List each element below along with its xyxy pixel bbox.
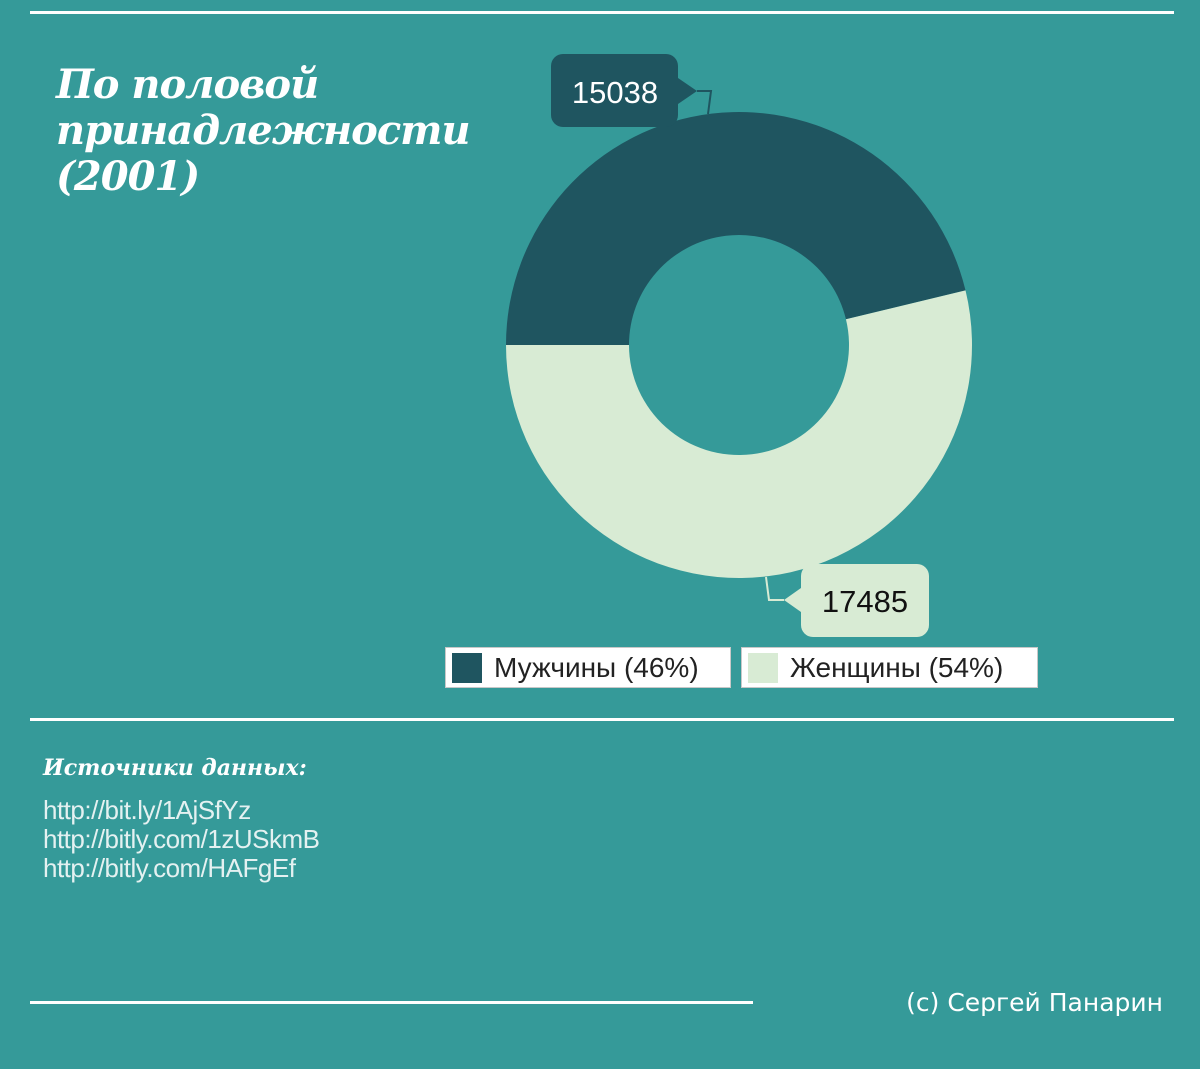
top-divider bbox=[30, 11, 1174, 14]
sources-list: http://bit.ly/1AjSfYz http://bitly.com/1… bbox=[43, 796, 320, 883]
donut-slice-men bbox=[506, 111, 966, 345]
source-link[interactable]: http://bit.ly/1AjSfYz bbox=[43, 795, 251, 825]
legend-item-women: Женщины (54%) bbox=[741, 647, 1038, 688]
callout-men: 15038 bbox=[551, 54, 713, 127]
data-label-women: 17485 bbox=[822, 584, 908, 619]
middle-divider bbox=[30, 718, 1174, 721]
donut-chart: 15038 17485 bbox=[506, 54, 972, 637]
page-title: По половой принадлежности (2001) bbox=[56, 62, 476, 200]
donut-slice-women bbox=[506, 290, 972, 578]
title-line-2: принадлежности bbox=[56, 107, 471, 154]
legend-swatch-women bbox=[748, 652, 778, 683]
callout-box-women bbox=[801, 564, 929, 637]
callout-pointer-men bbox=[678, 78, 697, 104]
title-line-3: (2001) bbox=[56, 153, 200, 200]
legend-item-men: Мужчины (46%) bbox=[445, 647, 731, 688]
callout-box-men bbox=[551, 54, 678, 127]
title-line-1: По половой bbox=[56, 61, 319, 108]
callout-pointer-women bbox=[784, 588, 801, 612]
bottom-divider bbox=[30, 1001, 753, 1004]
sources-heading: Источники данных: bbox=[43, 755, 307, 781]
source-link[interactable]: http://bitly.com/HAFgEf bbox=[43, 853, 296, 883]
data-label-men: 15038 bbox=[572, 75, 658, 110]
legend-swatch-men bbox=[452, 652, 482, 683]
callout-women: 17485 bbox=[765, 564, 929, 637]
legend-label-women: Женщины (54%) bbox=[790, 651, 1004, 683]
source-link[interactable]: http://bitly.com/1zUSkmB bbox=[43, 824, 320, 854]
author-credit: (с) Сергей Панарин bbox=[906, 988, 1163, 1017]
callout-leader-men bbox=[697, 90, 713, 115]
callout-leader-women bbox=[765, 576, 784, 601]
legend-label-men: Мужчины (46%) bbox=[494, 651, 699, 683]
